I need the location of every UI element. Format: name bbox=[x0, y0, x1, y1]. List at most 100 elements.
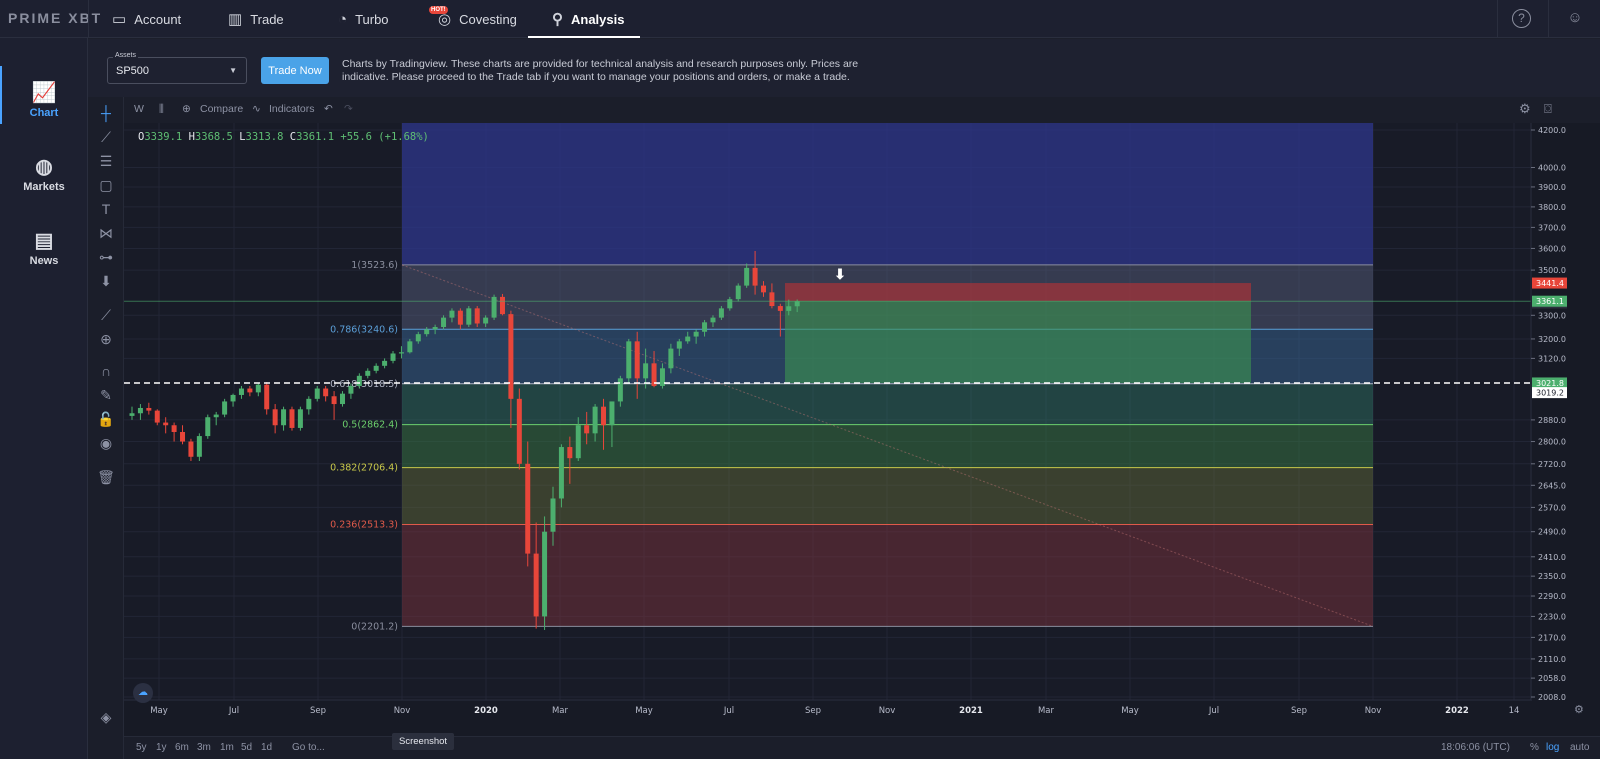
sidebar-item-markets[interactable]: ◍ Markets bbox=[0, 154, 88, 193]
candle-body bbox=[171, 425, 177, 432]
nav-trade[interactable]: ▥ Trade bbox=[228, 0, 284, 38]
range-1y[interactable]: 1y bbox=[156, 742, 167, 753]
ruler-icon[interactable]: ⟋ bbox=[101, 307, 111, 323]
zoom-in-icon[interactable]: ⊕ bbox=[100, 331, 112, 347]
magnet-icon[interactable]: ∩ bbox=[100, 363, 112, 379]
assets-select[interactable]: SP500 ▼ bbox=[107, 57, 247, 84]
assets-label: Assets bbox=[113, 52, 139, 59]
cloud-save-icon[interactable]: ☁ bbox=[133, 683, 153, 703]
price-tick-label: 2880.0 bbox=[1538, 416, 1566, 425]
range-1m[interactable]: 1m bbox=[220, 742, 234, 753]
candle-body bbox=[575, 425, 581, 459]
lock-icon[interactable]: 🔓 bbox=[97, 411, 115, 427]
candle-body bbox=[247, 388, 253, 393]
pattern-icon[interactable]: ⋈ bbox=[99, 225, 113, 241]
log-scale-toggle[interactable]: log bbox=[1546, 742, 1560, 753]
candle-body bbox=[163, 422, 169, 426]
indicators-button[interactable]: Indicators bbox=[269, 103, 315, 115]
indicators-icon[interactable]: ∿ bbox=[252, 103, 261, 115]
time-tick-label: Sep bbox=[805, 706, 821, 716]
nav-covesting[interactable]: ◎ Covesting bbox=[438, 0, 517, 38]
price-tick-label: 2800.0 bbox=[1538, 438, 1566, 447]
sidebar-item-news[interactable]: ▤ News bbox=[0, 228, 88, 267]
range-1d[interactable]: 1d bbox=[261, 742, 273, 753]
compare-icon[interactable]: ⊕ bbox=[182, 103, 191, 115]
price-tag bbox=[1532, 277, 1567, 289]
trend-line-icon[interactable]: ⟋ bbox=[101, 129, 111, 145]
crosshair-icon[interactable]: ┼ bbox=[101, 105, 111, 121]
percent-scale-toggle[interactable]: % bbox=[1530, 742, 1539, 753]
settings-gear-icon[interactable]: ⚙ bbox=[1519, 101, 1531, 116]
candle-body bbox=[550, 498, 556, 532]
price-tag bbox=[1532, 377, 1567, 389]
nav-turbo[interactable]: ◔ Turbo bbox=[338, 0, 389, 38]
sidebar: 📈 Chart ◍ Markets ▤ News bbox=[0, 38, 88, 759]
prediction-icon[interactable]: ⊶ bbox=[99, 249, 113, 265]
candle-body bbox=[634, 341, 640, 379]
candle-body bbox=[508, 314, 514, 399]
candle-body bbox=[323, 388, 329, 397]
assets-select-value: SP500 bbox=[116, 65, 150, 77]
trash-icon[interactable]: 🗑 bbox=[97, 469, 115, 485]
ohlc-close-label: C bbox=[289, 131, 297, 143]
interval-button[interactable]: W bbox=[134, 103, 144, 115]
candle-body bbox=[483, 317, 489, 324]
text-tool-icon[interactable]: T bbox=[101, 201, 111, 217]
range-6m[interactable]: 6m bbox=[175, 742, 189, 753]
compare-button[interactable]: Compare bbox=[200, 103, 244, 115]
range-5y[interactable]: 5y bbox=[136, 742, 147, 753]
nav-analysis[interactable]: ⚲ Analysis bbox=[552, 0, 624, 38]
candle-body bbox=[668, 348, 674, 369]
time-tick-label: Nov bbox=[394, 706, 411, 716]
price-chart[interactable]: 1(3523.6) 0.786(3240.6) 0.618(3018.5) 0.5(2… bbox=[124, 123, 1600, 735]
candle-type-icon[interactable]: ⫼ bbox=[159, 103, 164, 115]
candle-body bbox=[272, 409, 278, 426]
undo-icon[interactable]: ↶ bbox=[324, 103, 333, 115]
ohlc-low-label: L bbox=[239, 131, 246, 143]
fib-zone bbox=[402, 424, 1373, 468]
analysis-header bbox=[88, 39, 1600, 97]
fib-zone bbox=[402, 524, 1373, 627]
drawing-toolbar: ┼ ⟋ ☰ ▢ T ⋈ ⊶ ⬇ ⟋ ⊕ ∩ ✎ 🔓 ◉ 🗑 ◈ bbox=[88, 97, 124, 759]
price-tick-label: 3600.0 bbox=[1538, 244, 1566, 253]
camera-icon[interactable]: ⌼ bbox=[1544, 101, 1552, 116]
fib-level-label: 0.618(3018.5) bbox=[330, 379, 398, 390]
sidebar-item-chart[interactable]: 📈 Chart bbox=[0, 80, 88, 119]
redo-icon[interactable]: ↷ bbox=[344, 103, 353, 115]
candle-body bbox=[710, 317, 716, 323]
user-icon[interactable]: ☺ bbox=[1567, 9, 1583, 26]
trade-now-button[interactable]: Trade Now bbox=[261, 57, 329, 84]
fib-tool-icon[interactable]: ☰ bbox=[99, 153, 113, 169]
candle-body bbox=[348, 385, 354, 394]
goto-button[interactable]: Go to... bbox=[292, 742, 325, 753]
fib-level-label: 0.236(2513.3) bbox=[330, 520, 398, 531]
help-icon[interactable]: ? bbox=[1512, 9, 1531, 28]
fib-zone bbox=[402, 383, 1373, 425]
globe-icon: ◍ bbox=[35, 156, 53, 178]
nav-account[interactable]: ▭ Account bbox=[112, 0, 181, 38]
time-tick-label: Jul bbox=[228, 706, 239, 716]
ohlc-low: 3313.8 bbox=[245, 131, 284, 143]
auto-scale-toggle[interactable]: auto bbox=[1570, 742, 1590, 753]
nav-active-indicator bbox=[528, 36, 640, 38]
rectangle-icon[interactable]: ▢ bbox=[99, 177, 113, 193]
candle-body bbox=[542, 531, 548, 617]
time-tick-label: May bbox=[150, 706, 168, 716]
price-tick-label: 3500.0 bbox=[1538, 266, 1566, 275]
fib-level-label: 0(2201.2) bbox=[351, 621, 398, 632]
range-5d[interactable]: 5d bbox=[241, 742, 253, 753]
range-3m[interactable]: 3m bbox=[197, 742, 211, 753]
candle-body bbox=[129, 413, 135, 416]
arrow-down-icon[interactable]: ⬇ bbox=[100, 273, 112, 289]
candle-body bbox=[137, 407, 143, 414]
eye-icon[interactable]: ◉ bbox=[99, 435, 113, 451]
pencil-lock-icon[interactable]: ✎ bbox=[100, 387, 112, 403]
candle-body bbox=[457, 310, 463, 325]
layers-icon[interactable]: ◈ bbox=[100, 709, 112, 725]
caret-down-icon: ▼ bbox=[229, 66, 237, 75]
wallet-icon: ▭ bbox=[112, 11, 127, 28]
ohlc-high: 3368.5 bbox=[194, 131, 233, 143]
candle-body bbox=[499, 296, 505, 315]
sidebar-item-label: Markets bbox=[23, 181, 65, 193]
candle-body bbox=[222, 401, 228, 415]
